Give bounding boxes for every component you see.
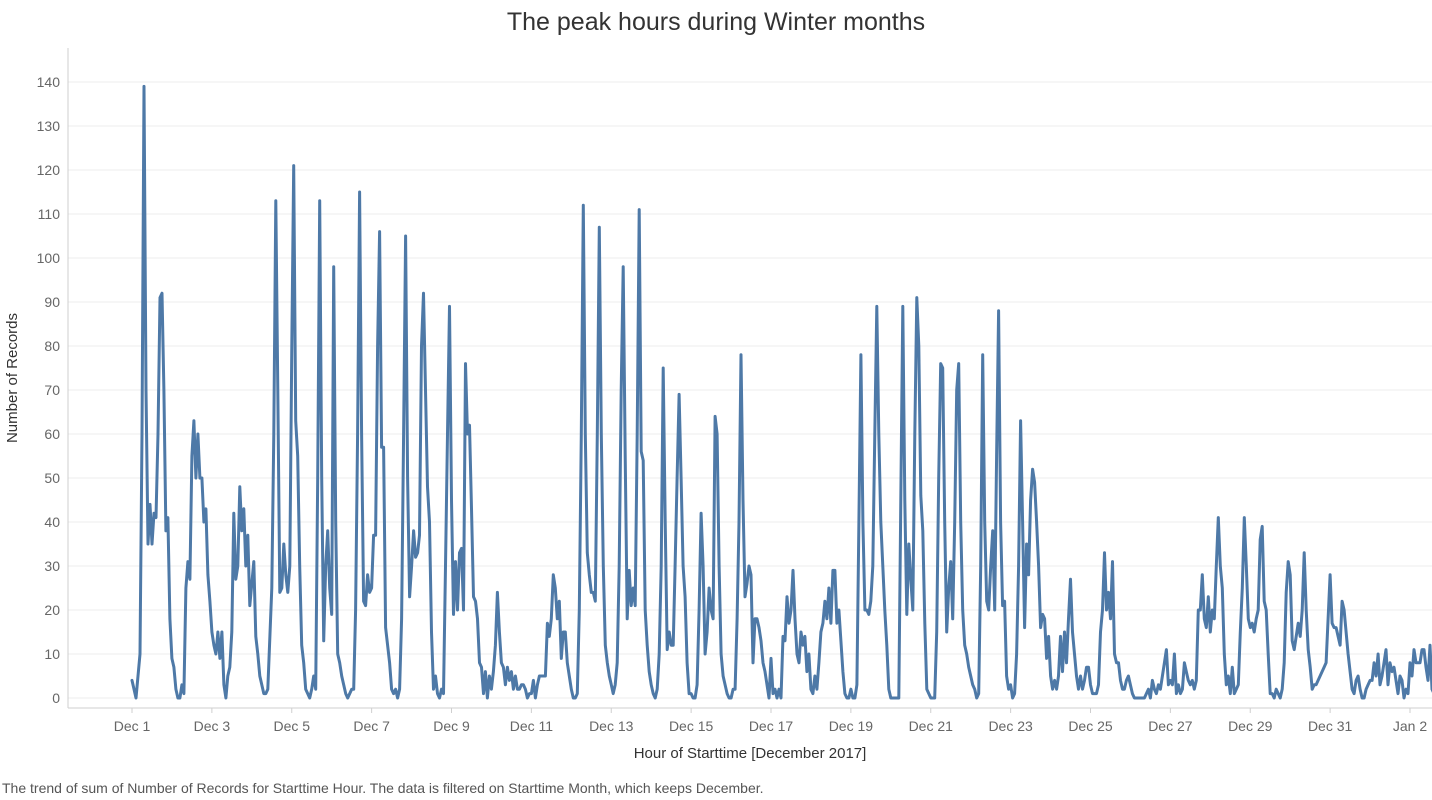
x-tick-label: Dec 19 <box>829 718 874 734</box>
x-tick-label: Dec 31 <box>1308 718 1353 734</box>
axes <box>67 48 1432 709</box>
y-tick-label: 110 <box>38 206 61 222</box>
y-tick-label: 120 <box>37 162 61 178</box>
x-tick-label: Dec 27 <box>1148 718 1193 734</box>
y-tick-label: 100 <box>37 250 61 266</box>
y-tick-label: 60 <box>44 426 60 442</box>
y-tick-label: 80 <box>44 338 60 354</box>
y-tick-label: 30 <box>44 558 60 574</box>
y-tick-label: 40 <box>44 514 60 530</box>
x-tick-label: Dec 17 <box>749 718 794 734</box>
x-tick-label: Dec 11 <box>510 718 554 734</box>
x-tick-label: Dec 7 <box>353 718 390 734</box>
chart-title: The peak hours during Winter months <box>506 8 926 36</box>
y-tick-label: 0 <box>52 690 60 706</box>
y-axis-ticks: 0 10 20 30 40 50 60 70 80 90 100 110 120 130 140 <box>37 74 61 706</box>
x-tick-label: Dec 13 <box>589 718 634 734</box>
x-tick-label: Dec 25 <box>1068 718 1113 734</box>
x-tick-label: Dec 1 <box>114 718 151 734</box>
x-tick-label: Jan 2 <box>1393 718 1427 734</box>
y-tick-label: 140 <box>37 74 61 90</box>
x-axis-title: Hour of Starttime [December 2017] <box>634 745 867 762</box>
x-tick-label: Dec 15 <box>669 718 714 734</box>
x-tick-label: Dec 21 <box>909 718 954 734</box>
series-line <box>130 84 1432 700</box>
x-axis-ticks: Dec 1 Dec 3 Dec 5 Dec 7 Dec 9 Dec 11 Dec 13 Dec… <box>114 708 1427 734</box>
chart-caption: The trend of sum of Number of Records fo… <box>2 780 764 796</box>
y-tick-label: 50 <box>44 470 60 486</box>
x-tick-label: Dec 5 <box>273 718 310 734</box>
y-tick-label: 70 <box>44 382 60 398</box>
series-layer <box>130 84 1432 700</box>
y-tick-label: 130 <box>37 118 61 134</box>
x-tick-label: Dec 3 <box>194 718 231 734</box>
y-axis-title: Number of Records <box>4 313 21 443</box>
y-tick-label: 10 <box>44 646 60 662</box>
x-tick-label: Dec 23 <box>988 718 1033 734</box>
y-tick-label: 90 <box>44 294 60 310</box>
y-tick-label: 20 <box>44 602 60 618</box>
x-tick-label: Dec 29 <box>1228 718 1273 734</box>
x-tick-label: Dec 9 <box>433 718 470 734</box>
